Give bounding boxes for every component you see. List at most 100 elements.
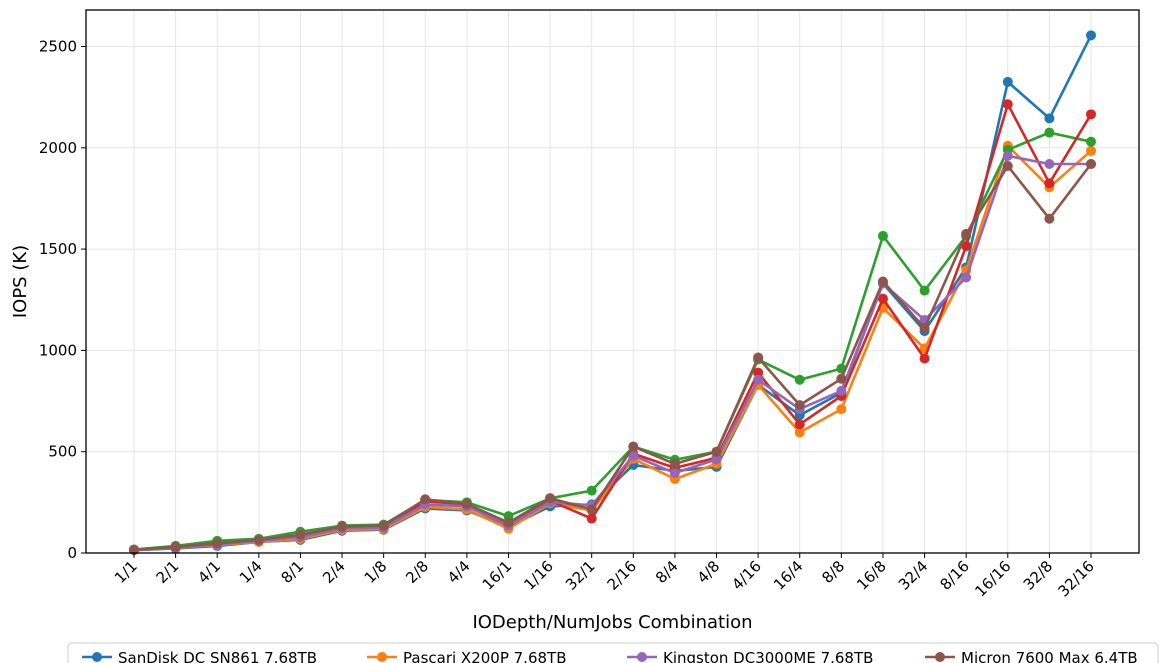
data-point — [1044, 158, 1055, 169]
series-1 — [129, 140, 1096, 555]
x-tick-label: 1/4 — [236, 557, 266, 587]
data-point — [669, 467, 680, 478]
data-point — [586, 504, 597, 515]
series-line — [133, 144, 1092, 552]
series-line — [133, 34, 1093, 552]
data-point — [295, 529, 306, 540]
x-tick-label: 32/4 — [895, 557, 932, 594]
x-axis-label: IODepth/NumJobs Combination — [472, 612, 752, 633]
data-point — [253, 534, 264, 545]
data-point — [1086, 109, 1096, 120]
x-tick-label: 4/8 — [694, 557, 724, 587]
legend-label: Micron 7600 Max 6.4TB — [961, 649, 1138, 663]
plot-area-frame — [85, 9, 1140, 554]
data-point — [669, 458, 680, 469]
data-point — [877, 276, 888, 287]
data-point — [1086, 158, 1096, 169]
data-point — [1002, 99, 1013, 110]
y-tick-label: 1000 — [39, 341, 77, 359]
data-point — [586, 513, 597, 524]
legend-box — [67, 642, 1159, 663]
legend-label: SanDisk DC SN861 7.68TB — [118, 649, 317, 663]
legend-marker — [377, 652, 387, 662]
data-point — [170, 541, 181, 552]
data-point — [836, 404, 847, 415]
data-point — [836, 373, 847, 384]
x-tick-label: 32/8 — [1020, 557, 1057, 594]
data-point — [711, 446, 722, 457]
x-tick-label: 1/8 — [361, 557, 391, 587]
data-point — [461, 498, 472, 509]
series-4 — [129, 150, 1096, 555]
data-point — [628, 441, 639, 452]
data-point — [961, 241, 972, 252]
legend-label: Kingston DC3000ME 7.68TB — [663, 649, 873, 663]
data-point — [628, 450, 639, 461]
x-tick-label: 16/4 — [770, 557, 807, 594]
x-tick-label: 32/1 — [562, 557, 599, 594]
x-tick-label: 2/8 — [402, 557, 432, 587]
data-point — [1086, 145, 1096, 156]
series-5 — [129, 158, 1096, 555]
y-tick-label: 2000 — [39, 139, 77, 157]
data-point — [1044, 113, 1055, 124]
legend-marker — [935, 652, 945, 662]
data-point — [794, 374, 805, 385]
data-point — [794, 427, 805, 438]
data-point — [1044, 178, 1055, 189]
data-point — [877, 293, 888, 304]
y-tick-label: 2500 — [39, 37, 77, 55]
series-line — [133, 154, 1091, 552]
series-line — [133, 163, 1093, 552]
data-point — [836, 385, 847, 396]
series-lines — [129, 30, 1096, 556]
x-tick-label: 16/1 — [479, 557, 516, 594]
x-tick-label: 16/16 — [971, 557, 1014, 600]
x-tick-label: 8/16 — [936, 557, 973, 594]
series-line — [133, 131, 1092, 551]
data-point — [1044, 213, 1055, 224]
x-tick-label: 1/16 — [520, 557, 557, 594]
x-tick-label: 8/4 — [652, 557, 682, 587]
data-point — [919, 323, 930, 334]
data-point — [961, 228, 972, 239]
data-point — [1002, 76, 1013, 87]
x-tick-label: 4/1 — [194, 557, 224, 587]
data-point — [586, 485, 597, 496]
data-point — [129, 544, 139, 555]
data-point — [794, 419, 805, 430]
y-axis-label: IOPS (K) — [10, 245, 31, 318]
legend-marker — [637, 652, 647, 662]
data-point — [1044, 127, 1055, 138]
data-point — [1002, 161, 1013, 172]
data-point — [753, 352, 764, 363]
legend-marker — [92, 652, 102, 662]
x-tick-label: 4/16 — [728, 557, 765, 594]
x-tick-label: 8/1 — [277, 557, 307, 587]
data-point — [919, 353, 930, 364]
data-point — [794, 400, 805, 411]
x-tick-label: 8/8 — [818, 557, 848, 587]
data-point — [1002, 150, 1013, 161]
data-point — [711, 454, 722, 465]
data-point — [919, 285, 930, 296]
legend-label: Pascari X200P 7.68TB — [403, 649, 567, 663]
x-axis-ticks: 1/1 2/1 4/1 1/4 8/1 2/4 1/8 2/8 4/4 16/1 1/16 32/1 2… — [111, 553, 1098, 600]
data-point — [337, 521, 348, 532]
x-tick-label: 2/1 — [153, 557, 183, 587]
data-point — [420, 494, 431, 505]
x-tick-label: 16/8 — [853, 557, 890, 594]
y-tick-label: 500 — [48, 443, 77, 461]
x-tick-label: 2/4 — [319, 557, 349, 587]
data-point — [1086, 136, 1096, 147]
x-tick-label: 1/1 — [111, 557, 141, 587]
data-point — [961, 272, 972, 283]
grid — [86, 10, 1139, 554]
data-point — [378, 520, 389, 531]
data-point — [545, 493, 556, 504]
data-point — [212, 538, 223, 549]
y-tick-label: 1500 — [39, 240, 77, 258]
x-tick-label: 32/16 — [1055, 557, 1098, 600]
data-point — [1086, 30, 1096, 41]
